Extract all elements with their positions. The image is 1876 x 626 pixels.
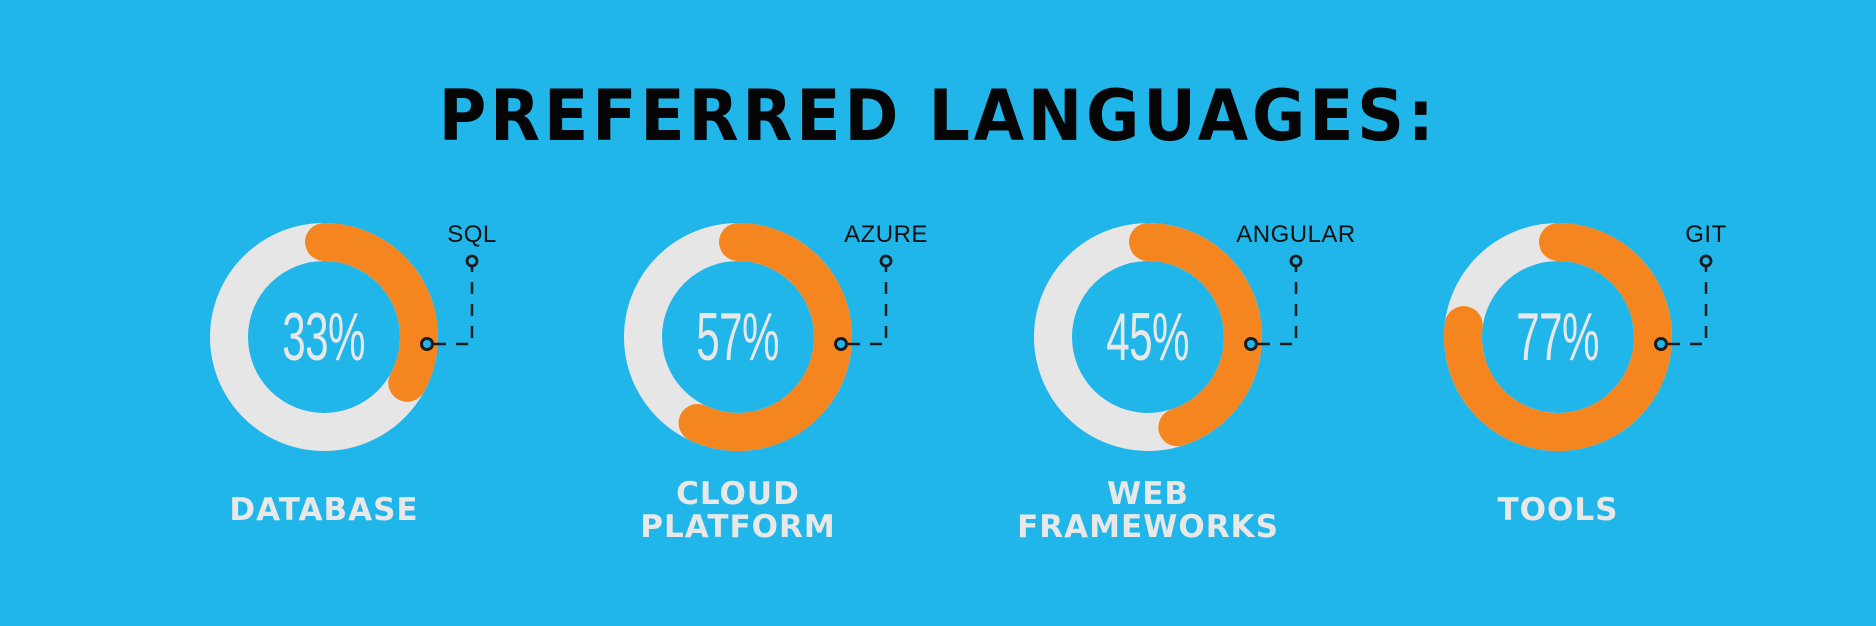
callout-dashed-line xyxy=(848,267,888,346)
callout-anchor-dot-icon xyxy=(420,337,434,351)
callout-label: ANGULAR xyxy=(1236,221,1356,248)
callout-label: AZURE xyxy=(844,221,928,248)
donut-0 xyxy=(210,223,479,451)
percent-label: 77% xyxy=(1458,303,1658,371)
percent-value: 33% xyxy=(282,299,366,375)
callout-anchor-dot-icon xyxy=(1654,337,1668,351)
category-label: WEB FRAMEWORKS xyxy=(988,478,1308,544)
percent-label: 33% xyxy=(224,303,424,371)
donut-value-arc xyxy=(1444,223,1672,451)
chart-title-text: PREFERRED LANGUAGES: xyxy=(438,75,1438,157)
callout-pin-icon xyxy=(1699,254,1713,268)
callout-pin-icon xyxy=(1289,254,1303,268)
callout-label: SQL xyxy=(447,221,497,248)
percent-value: 77% xyxy=(1516,299,1600,375)
donut-value-arc xyxy=(1129,223,1262,447)
donut-value-arc xyxy=(678,223,852,451)
category-line-2: FRAMEWORKS xyxy=(1017,509,1279,545)
callout-pin-icon xyxy=(879,254,893,268)
category-line-1: TOOLS xyxy=(1497,492,1619,528)
chart-title: PREFERRED LANGUAGES: xyxy=(0,76,1876,156)
donut-3 xyxy=(1444,223,1713,451)
percent-value: 57% xyxy=(696,299,780,375)
category-line-2: PLATFORM xyxy=(640,509,836,545)
donut-value-arc xyxy=(305,223,438,402)
percent-value: 45% xyxy=(1106,299,1190,375)
callout-pin-icon xyxy=(465,254,479,268)
callout-dashed-line xyxy=(1258,267,1298,346)
category-line-1: DATABASE xyxy=(229,492,419,528)
category-label: TOOLS xyxy=(1398,494,1718,527)
category-label: CLOUD PLATFORM xyxy=(578,478,898,544)
callout-label: GIT xyxy=(1685,221,1727,248)
percent-label: 57% xyxy=(638,303,838,371)
percent-label: 45% xyxy=(1048,303,1248,371)
callout-dashed-line xyxy=(1668,267,1708,346)
donut-2 xyxy=(1034,223,1303,451)
callout-anchor-dot-icon xyxy=(834,337,848,351)
category-label: DATABASE xyxy=(164,494,484,527)
callout-dashed-line xyxy=(434,267,474,346)
category-line-1: WEB xyxy=(1107,476,1189,512)
donut-1 xyxy=(624,223,893,451)
callout-anchor-dot-icon xyxy=(1244,337,1258,351)
category-line-1: CLOUD xyxy=(676,476,800,512)
